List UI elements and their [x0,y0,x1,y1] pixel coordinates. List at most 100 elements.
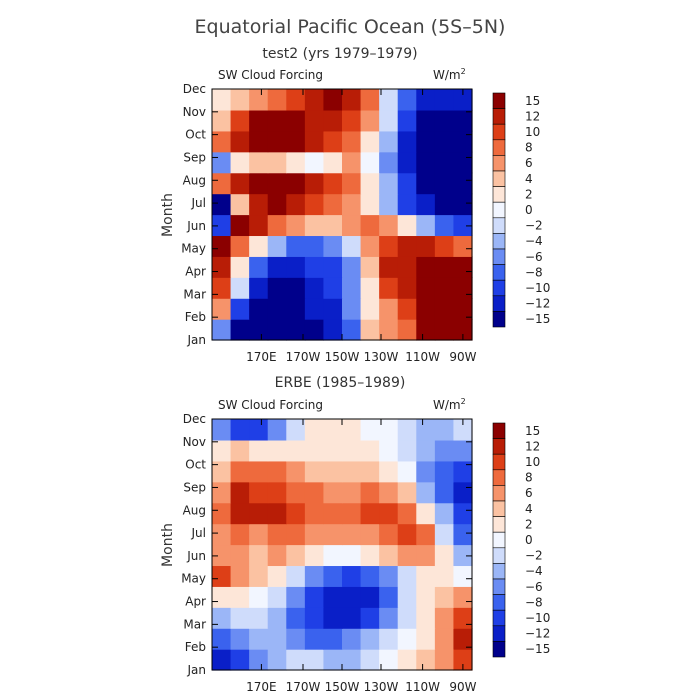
heatmap-cell [416,523,436,546]
colorbar-label: 10 [525,455,540,469]
colorbar-label: −10 [525,611,550,625]
heatmap-cell [453,649,473,671]
heatmap-cell [323,151,343,174]
heatmap-cell [397,319,417,341]
heatmap-cell [304,649,325,671]
heatmap-cell [212,193,232,216]
heatmap-cell [323,439,343,462]
heatmap-cell [416,419,436,441]
heatmap-cell [286,277,306,299]
colorbar-label: 2 [525,187,533,201]
heatmap-cell [397,419,417,441]
heatmap-cell [267,565,287,587]
heatmap-cell [286,256,306,278]
colorbar-label: −6 [525,580,543,594]
heatmap-cell [360,544,380,567]
heatmap-cell [434,607,455,629]
heatmap-cell [453,419,473,441]
heatmap-cell [453,586,473,608]
colorbar-label: 12 [525,109,540,123]
heatmap-cell [304,277,325,299]
y-tick-label: Jun [186,549,206,563]
heatmap-cell [397,193,417,216]
heatmap-cell [286,193,306,216]
y-tick-label: Mar [183,287,206,301]
x-tick-label: 170E [246,680,277,694]
heatmap-cell [212,628,232,650]
heatmap-cell [230,607,250,629]
heatmap-cell [379,565,399,587]
heatmap-cell [342,151,362,174]
heatmap-cell [342,586,362,608]
y-tick-label: Aug [183,173,206,187]
heatmap-cell [230,523,250,546]
heatmap-cell [249,649,269,671]
y-tick-label: Apr [185,265,206,279]
panel-2-title: ERBE (1985–1989) [275,375,406,391]
heatmap-cell [267,481,287,504]
colorbar-label: −6 [525,250,543,264]
panel-1: test2 (yrs 1979–1979) SW Cloud Forcing W… [160,46,550,364]
heatmap-cell [304,130,325,153]
heatmap-cell [212,298,232,320]
heatmap-cell [212,523,232,546]
heatmap-cell [360,130,380,153]
y-tick-label: Jun [186,219,206,233]
colorbar-swatch [492,578,506,595]
colorbar-label: −8 [525,265,543,279]
heatmap-cell [342,565,362,587]
heatmap-cell [230,544,250,567]
heatmap-cell [360,586,380,608]
y-tick-label: Jan [187,333,207,347]
heatmap-cell [360,460,380,483]
heatmap-cell [267,151,287,174]
heatmap-cell [416,256,436,278]
heatmap-cell [379,214,399,237]
heatmap-cell [249,607,269,629]
heatmap-cell [397,298,417,320]
heatmap-cell [267,419,287,441]
heatmap-cell [416,193,436,216]
colorbar-label: 4 [525,502,533,516]
heatmap-cell [453,151,473,174]
x-tick-label: 130W [364,680,399,694]
heatmap-cell [249,235,269,257]
heatmap-cell [267,586,287,608]
panel-2: ERBE (1985–1989) SW Cloud Forcing W/m2 M… [160,375,550,694]
heatmap-cell [304,256,325,278]
heatmap-cell [304,235,325,257]
heatmap-cell [230,586,250,608]
heatmap-cell [286,172,306,195]
colorbar-label: 0 [525,533,533,547]
heatmap-cell [379,277,399,299]
heatmap-cell [379,523,399,546]
heatmap-cell [286,419,306,441]
heatmap-cell [304,481,325,504]
heatmap-cell [434,523,455,546]
heatmap-cell [323,235,343,257]
heatmap-cell [304,439,325,462]
heatmap-cell [434,628,455,650]
heatmap-cell [434,419,455,441]
heatmap-cell [230,649,250,671]
heatmap-cell [212,607,232,629]
figure-title: Equatorial Pacific Ocean (5S–5N) [195,16,506,38]
colorbar-swatch [492,641,506,658]
colorbar-swatch [492,311,506,328]
heatmap-cell [212,439,232,462]
heatmap-cell [379,419,399,441]
heatmap-cell [267,319,287,341]
heatmap-cell [453,481,473,504]
heatmap-cell [230,130,250,153]
heatmap-cell [379,319,399,341]
heatmap-cell [304,523,325,546]
panel-1-units: W/m2 [433,67,466,82]
heatmap-cell [453,109,473,132]
heatmap-cell [212,256,232,278]
heatmap-cell [397,565,417,587]
colorbar-label: −15 [525,642,550,656]
y-tick-label: Sep [183,150,206,164]
heatmap-cell [323,607,343,629]
heatmap-cell [249,109,269,132]
heatmap-cell [267,298,287,320]
